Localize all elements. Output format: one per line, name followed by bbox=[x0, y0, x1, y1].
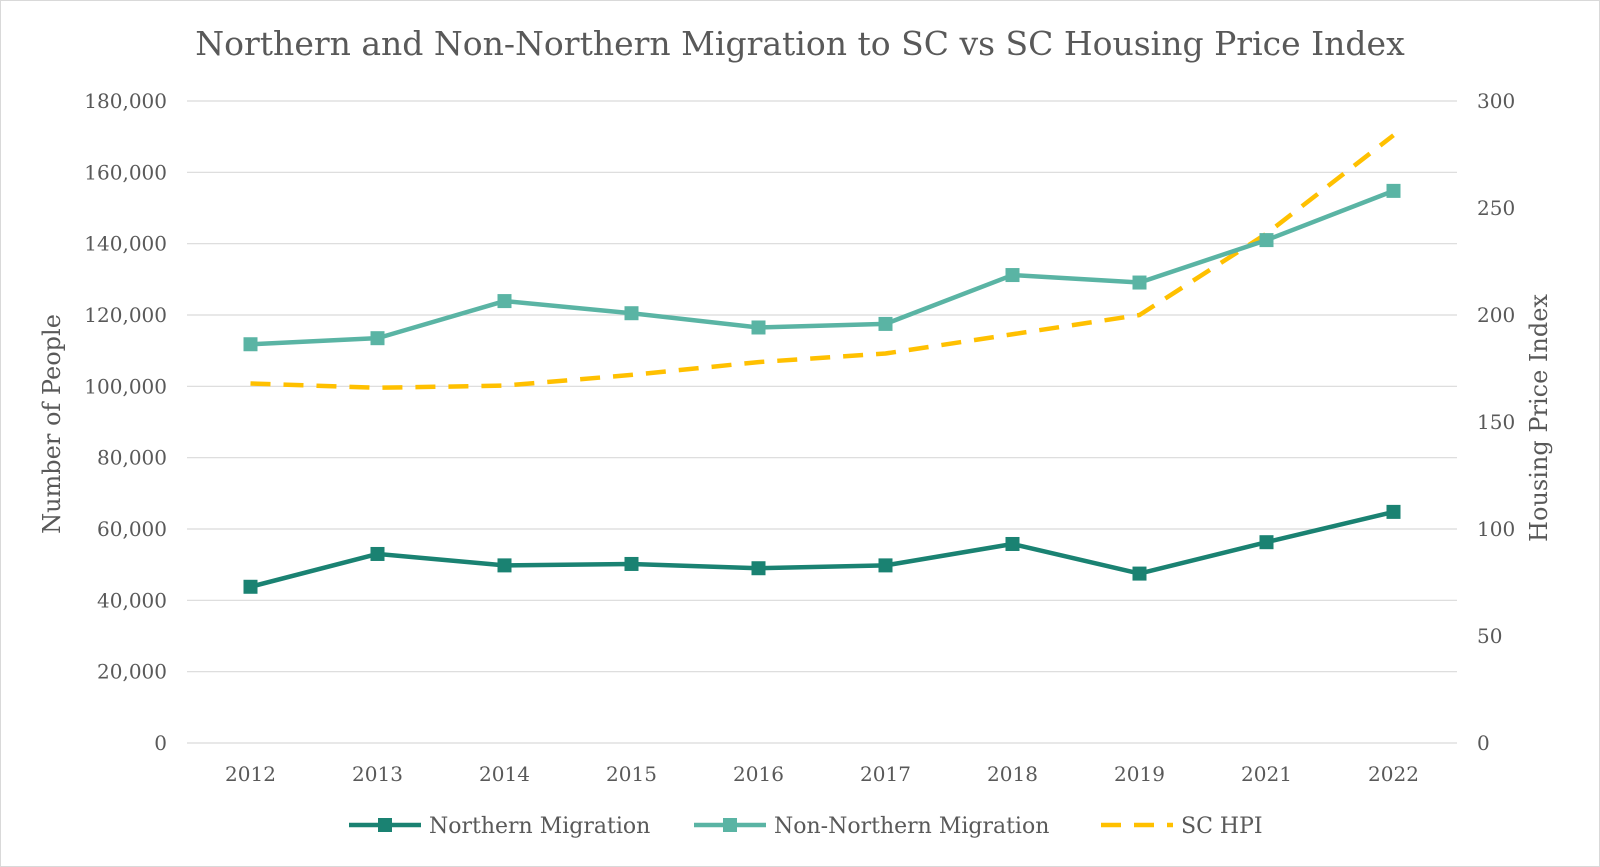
legend-item-sc-hpi: SC HPI bbox=[1101, 814, 1263, 839]
sc-hpi-line bbox=[250, 133, 1395, 391]
northern-migration-point bbox=[1259, 535, 1274, 550]
northern-migration-point bbox=[497, 558, 512, 573]
northern-migration-point bbox=[1005, 536, 1020, 551]
x-tick-label: 2019 bbox=[1114, 762, 1165, 786]
left-tick-label: 160,000 bbox=[84, 160, 167, 184]
northern-migration-series bbox=[243, 504, 1401, 594]
non-northern-migration-point bbox=[370, 331, 385, 346]
northern-migration-point bbox=[370, 546, 385, 561]
right-tick-label: 300 bbox=[1477, 89, 1515, 113]
left-tick-label: 180,000 bbox=[84, 89, 167, 113]
x-tick-label: 2016 bbox=[733, 762, 784, 786]
northern-migration-point bbox=[1132, 566, 1147, 581]
non-northern-migration-series bbox=[243, 183, 1401, 352]
left-tick-label: 80,000 bbox=[97, 446, 167, 470]
non-northern-migration-point bbox=[1259, 233, 1274, 248]
legend-marker bbox=[378, 818, 392, 832]
legend-label: Northern Migration bbox=[429, 814, 650, 839]
right-tick-label: 0 bbox=[1477, 731, 1490, 755]
right-tick-label: 200 bbox=[1477, 303, 1515, 327]
right-tick-label: 100 bbox=[1477, 517, 1515, 541]
left-tick-label: 140,000 bbox=[84, 232, 167, 256]
northern-migration-point bbox=[751, 561, 766, 576]
legend: Northern Migration Non-Northern Migration… bbox=[349, 814, 1263, 839]
right-tick-label: 150 bbox=[1477, 410, 1515, 434]
x-axis-ticks: 2012 2013 2014 2015 2016 2017 2018 2019 2021 2022 bbox=[225, 762, 1419, 786]
non-northern-migration-point bbox=[243, 337, 258, 352]
x-tick-label: 2021 bbox=[1241, 762, 1292, 786]
x-tick-label: 2022 bbox=[1368, 762, 1419, 786]
x-tick-label: 2013 bbox=[352, 762, 403, 786]
non-northern-migration-point bbox=[878, 316, 893, 331]
x-tick-label: 2018 bbox=[987, 762, 1038, 786]
left-tick-label: 60,000 bbox=[97, 517, 167, 541]
chart-title: Northern and Non-Northern Migration to S… bbox=[195, 24, 1405, 63]
northern-migration-point bbox=[624, 556, 639, 571]
non-northern-migration-point bbox=[1005, 268, 1020, 283]
northern-migration-line bbox=[248, 509, 1396, 590]
left-axis-ticks: 0 20,000 40,000 60,000 80,000 100,000 120,000 1… bbox=[84, 89, 167, 755]
non-northern-migration-point bbox=[497, 294, 512, 309]
non-northern-migration-point bbox=[1132, 275, 1147, 290]
northern-migration-point bbox=[1386, 504, 1401, 519]
right-tick-label: 250 bbox=[1477, 196, 1515, 220]
non-northern-migration-point bbox=[624, 306, 639, 321]
right-axis-ticks: 0 50 100 150 200 250 300 bbox=[1477, 89, 1515, 755]
x-tick-label: 2015 bbox=[606, 762, 657, 786]
sc-hpi-series bbox=[250, 133, 1395, 391]
non-northern-migration-point bbox=[1386, 183, 1401, 198]
northern-migration-point bbox=[243, 579, 258, 594]
left-tick-label: 20,000 bbox=[97, 660, 167, 684]
x-tick-label: 2017 bbox=[860, 762, 911, 786]
non-northern-migration-point bbox=[751, 320, 766, 335]
non-northern-migration-line bbox=[248, 188, 1396, 347]
left-axis-title: Number of People bbox=[38, 314, 66, 534]
legend-label: SC HPI bbox=[1181, 814, 1263, 839]
left-tick-label: 120,000 bbox=[84, 303, 167, 327]
x-tick-label: 2012 bbox=[225, 762, 276, 786]
legend-item-northern-migration: Northern Migration bbox=[349, 814, 650, 839]
legend-item-non-northern-migration: Non-Northern Migration bbox=[694, 814, 1049, 839]
right-axis-title: Housing Price Index bbox=[1525, 294, 1553, 542]
x-tick-label: 2014 bbox=[479, 762, 530, 786]
legend-marker bbox=[723, 818, 737, 832]
series-layer bbox=[243, 133, 1401, 594]
legend-label: Non-Northern Migration bbox=[774, 814, 1049, 839]
left-tick-label: 100,000 bbox=[84, 374, 167, 398]
left-tick-label: 40,000 bbox=[97, 588, 167, 612]
left-tick-label: 0 bbox=[154, 731, 167, 755]
right-tick-label: 50 bbox=[1477, 624, 1502, 648]
gridlines bbox=[187, 100, 1457, 744]
northern-migration-point bbox=[878, 558, 893, 573]
